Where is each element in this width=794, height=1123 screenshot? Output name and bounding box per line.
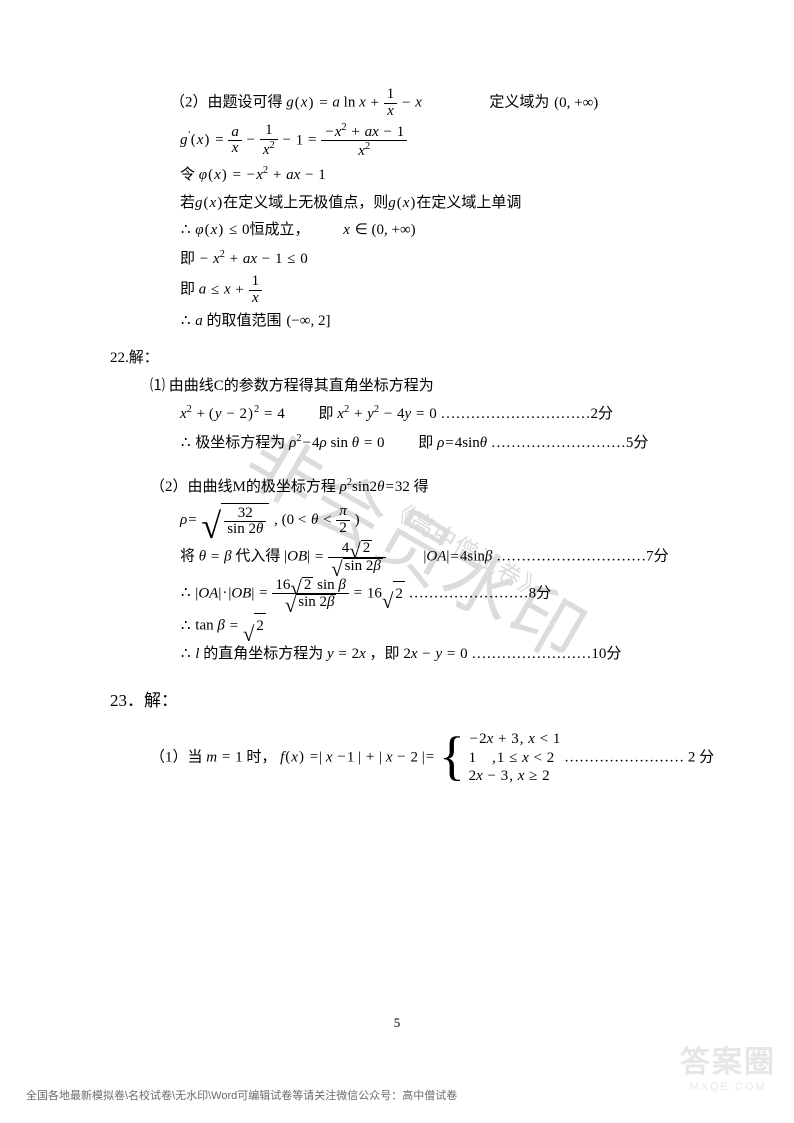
p21-line3: 令 φ(x) = −x2 + ax − 1 — [110, 162, 690, 189]
p21-line6: 即 − x2 + ax − 1 ≤ 0 — [110, 246, 690, 273]
q23-header: 23．解： — [110, 687, 690, 716]
q22-1-line3: ∴ 极坐标方程为 ρ2−4ρ sin θ = 0 即 ρ=4sinθ ……………… — [110, 430, 690, 457]
p21-line4: 若g(x)在定义域上无极值点，则g(x)在定义域上单调 — [110, 191, 690, 217]
p21-line8: ∴ a 的取值范围 (−∞, 2] — [110, 309, 690, 335]
q22-2-line4: ∴ |OA|·|OB| = 16√2 sin β√sin 2β = 16√2 …… — [110, 577, 690, 612]
q23-1-line1: （1）当 m = 1 时， f(x) =| x −1 | + | x − 2 |… — [110, 730, 690, 786]
p21-line5: ∴ φ(x) ≤ 0恒成立， x ∈ (0, +∞) — [110, 218, 690, 244]
q22-2-line2: ρ= √32sin 2θ , (0 < θ < π2 ) — [110, 503, 690, 539]
corner-logo: 答案圈 MXQE.COM — [680, 1037, 776, 1093]
p21-line7: 即 a ≤ x + 1x — [110, 274, 690, 307]
q22-2-line3: 将 θ = β 代入得 |OB| = 4√2√sin 2β |OA|=4sinβ… — [110, 540, 690, 575]
p21-line1: （2）由题设可得 g(x) = a ln x + 1x − x 定义域为 (0,… — [110, 87, 690, 120]
q22-1-line1: ⑴ 由曲线C的参数方程得其直角坐标方程为 — [110, 374, 690, 400]
p21-line2: g'(x) = ax − 1x2 − 1 = −x2 + ax − 1x2 — [110, 122, 690, 161]
q22-2-line5: ∴ tan β = √2 — [110, 613, 690, 640]
page-number: 5 — [0, 1015, 794, 1031]
q22-1-line2: x2 + (y − 2)2 = 4 即 x2 + y2 − 4y = 0 ………… — [110, 401, 690, 428]
main-content: （2）由题设可得 g(x) = a ln x + 1x − x 定义域为 (0,… — [110, 85, 690, 788]
q22-header: 22.解： — [110, 346, 690, 372]
q22-2-line1: （2）由曲线M的极坐标方程 ρ2sin2θ=32 得 — [110, 474, 690, 501]
footer-text: 全国各地最新模拟卷\名校试卷\无水印\Word可编辑试卷等请关注微信公众号：高中… — [26, 1087, 457, 1103]
q22-2-line6: ∴ l 的直角坐标方程为 y = 2x ，即 2x − y = 0 ………………… — [110, 642, 690, 668]
